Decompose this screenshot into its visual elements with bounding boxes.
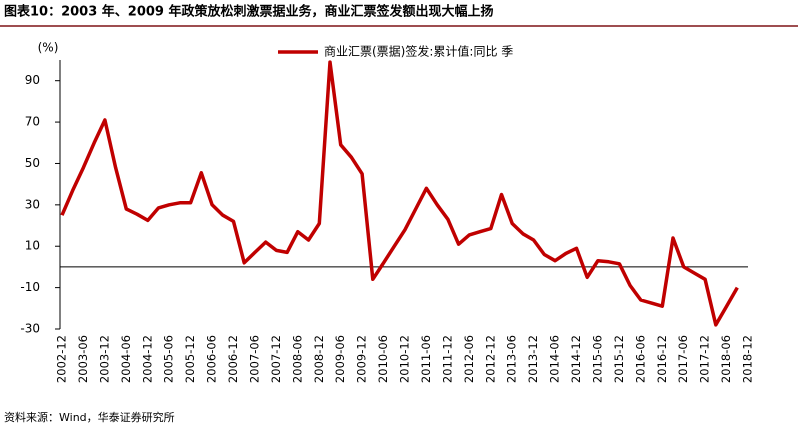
x-tick-label: 2010-06 [376,335,390,383]
x-tick-label: 2005-12 [183,335,197,383]
x-tick-label: 2012-12 [483,335,497,383]
data-line [60,60,739,327]
source-note: 资料来源：Wind，华泰证券研究所 [4,410,175,424]
x-tick-label: 2012-06 [462,335,476,383]
x-tick-label: 2004-12 [140,335,154,383]
x-tick-label: 2011-12 [440,335,454,383]
y-tick-label: 70 [25,115,40,129]
y-tick-label: 10 [25,239,40,253]
x-tick-label: 2016-06 [633,335,647,383]
x-tick-label: 2006-06 [205,335,219,383]
x-tick-label: 2007-12 [269,335,283,383]
x-tick-label: 2007-06 [247,335,261,383]
x-tick-label: 2003-06 [76,335,90,383]
y-tick-label: 90 [25,73,40,87]
x-tick-label: 2003-12 [97,335,111,383]
x-tick-label: 2010-12 [398,335,412,383]
x-tick-label: 2017-12 [698,335,712,383]
chart-title: 图表10：2003 年、2009 年政策放松刺激票据业务，商业汇票签发额出现大幅… [4,4,494,20]
x-tick-label: 2009-06 [333,335,347,383]
x-tick-label: 2013-06 [505,335,519,383]
x-tick-label: 2005-06 [162,335,176,383]
x-tick-label: 2018-12 [741,335,755,383]
x-tick-label: 2013-12 [526,335,540,383]
x-tick-label: 2009-12 [355,335,369,383]
x-tick-label: 2008-12 [312,335,326,383]
x-tick-label: 2004-06 [119,335,133,383]
x-tick-label: 2008-06 [290,335,304,383]
x-tick-label: 2002-12 [55,335,69,383]
x-tick-label: 2006-12 [226,335,240,383]
x-tick-label: 2015-06 [590,335,604,383]
x-tick-label: 2014-06 [548,335,562,383]
y-tick-label: -10 [20,280,40,294]
y-tick-label: 30 [25,197,40,211]
legend-label: 商业汇票(票据)签发:累计值:同比 季 [324,44,513,59]
x-tick-label: 2018-06 [719,335,733,383]
y-axis-label: (%) [38,41,59,55]
y-tick-label: 50 [25,156,40,170]
x-tick-label: 2011-06 [419,335,433,383]
x-tick-label: 2017-06 [676,335,690,383]
y-tick-label: -30 [20,322,40,336]
x-tick-label: 2015-12 [612,335,626,383]
x-tick-label: 2016-12 [655,335,669,383]
x-tick-label: 2014-12 [569,335,583,383]
